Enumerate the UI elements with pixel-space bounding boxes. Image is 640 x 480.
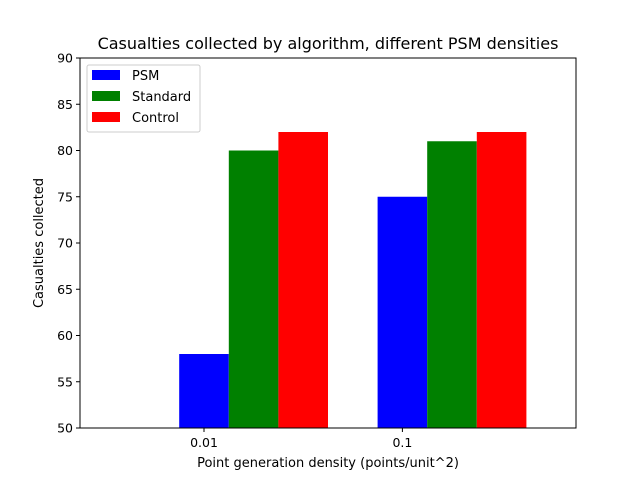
y-tick-label: 50 bbox=[57, 421, 73, 436]
bar-standard-0.1 bbox=[427, 141, 477, 428]
x-axis-label: Point generation density (points/unit^2) bbox=[197, 456, 459, 471]
legend-label-standard: Standard bbox=[132, 90, 191, 105]
y-tick-label: 65 bbox=[57, 282, 73, 297]
legend-swatch-standard bbox=[92, 91, 120, 101]
bar-psm-0.1 bbox=[377, 196, 428, 428]
y-tick-label: 85 bbox=[57, 97, 73, 112]
legend-swatch-psm bbox=[92, 70, 120, 80]
bars-group bbox=[179, 132, 527, 428]
y-axis-label: Casualties collected bbox=[32, 178, 47, 308]
bar-standard-0.01 bbox=[228, 150, 279, 428]
y-tick-label: 55 bbox=[57, 374, 73, 389]
y-tick-label: 80 bbox=[57, 143, 73, 158]
y-tick-label: 60 bbox=[57, 328, 73, 343]
x-tick-label: 0.01 bbox=[190, 435, 218, 450]
legend-label-control: Control bbox=[132, 111, 179, 126]
x-axis-ticks: 0.01 0.1 bbox=[190, 428, 412, 450]
x-tick-label: 0.1 bbox=[392, 435, 412, 450]
bar-control-0.1 bbox=[476, 132, 527, 428]
legend: PSM Standard Control bbox=[86, 64, 201, 133]
chart-title: Casualties collected by algorithm, diffe… bbox=[98, 34, 559, 53]
y-tick-label: 75 bbox=[57, 189, 73, 204]
y-tick-label: 70 bbox=[57, 236, 73, 251]
y-tick-label: 90 bbox=[57, 51, 73, 66]
legend-label-psm: PSM bbox=[132, 69, 159, 84]
bar-psm-0.01 bbox=[179, 354, 229, 428]
y-axis-ticks: 50 55 60 65 70 75 80 85 90 bbox=[57, 51, 80, 436]
bar-control-0.01 bbox=[278, 132, 328, 428]
legend-swatch-control bbox=[92, 112, 120, 122]
